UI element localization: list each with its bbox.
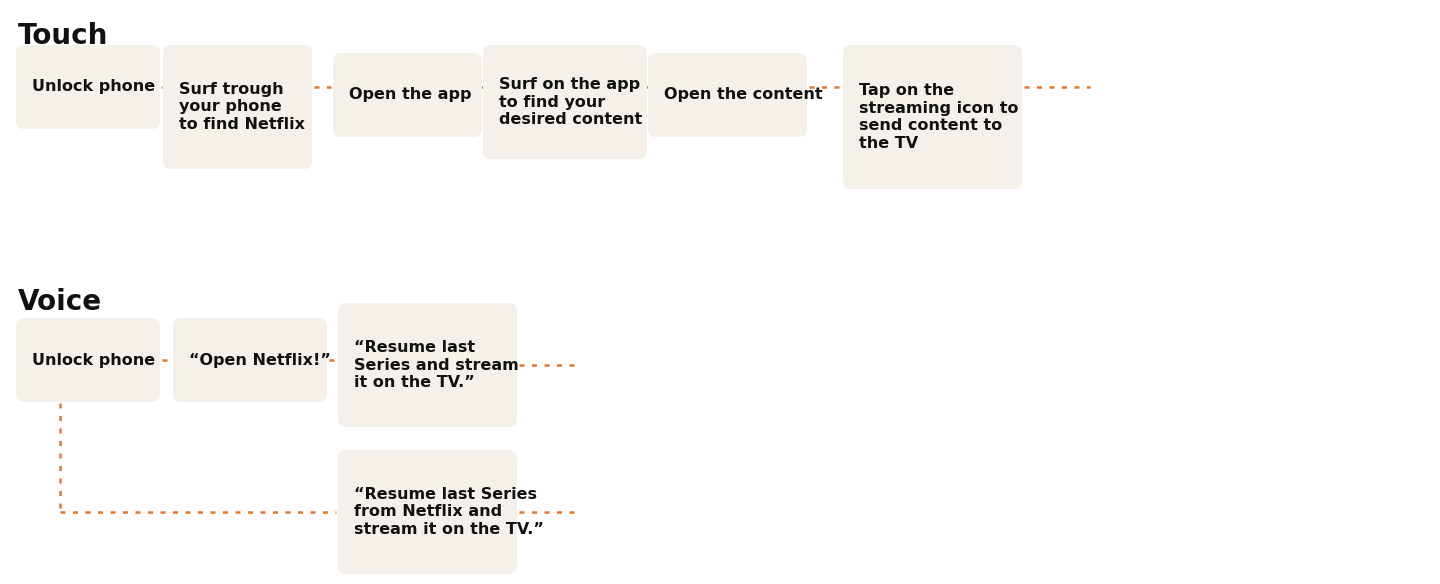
Text: Open the app: Open the app [348, 88, 471, 103]
Text: Voice: Voice [17, 288, 102, 316]
FancyBboxPatch shape [842, 45, 1022, 189]
Text: Tap on the
streaming icon to
send content to
the TV: Tap on the streaming icon to send conten… [860, 84, 1018, 151]
FancyBboxPatch shape [482, 45, 647, 159]
Text: Touch: Touch [17, 22, 108, 50]
FancyBboxPatch shape [338, 450, 517, 574]
Text: “Resume last Series
from Netflix and
stream it on the TV.”: “Resume last Series from Netflix and str… [354, 487, 544, 537]
Text: Surf trough
your phone
to find Netflix: Surf trough your phone to find Netflix [179, 82, 305, 132]
FancyBboxPatch shape [16, 318, 160, 402]
Text: Unlock phone: Unlock phone [32, 79, 156, 95]
Text: Open the content: Open the content [664, 88, 822, 103]
FancyBboxPatch shape [163, 45, 312, 169]
FancyBboxPatch shape [338, 303, 517, 427]
FancyBboxPatch shape [648, 53, 806, 137]
FancyBboxPatch shape [333, 53, 482, 137]
FancyBboxPatch shape [173, 318, 327, 402]
FancyBboxPatch shape [16, 45, 160, 129]
Text: Unlock phone: Unlock phone [32, 353, 156, 367]
Text: Surf on the app
to find your
desired content: Surf on the app to find your desired con… [500, 77, 642, 127]
Text: “Resume last
Series and stream
it on the TV.”: “Resume last Series and stream it on the… [354, 340, 518, 390]
Text: “Open Netflix!”: “Open Netflix!” [189, 353, 331, 367]
